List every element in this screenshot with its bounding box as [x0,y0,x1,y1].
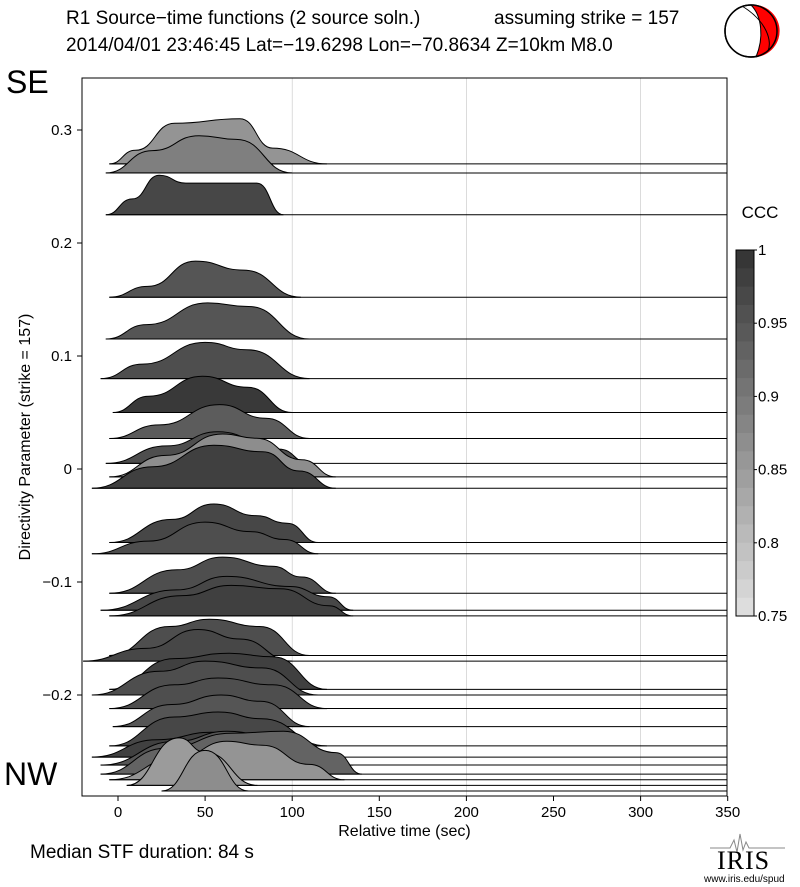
colorbar-swatch [736,487,754,507]
colorbar-swatch [736,341,754,361]
iris-url: www.iris.edu/spud [704,874,785,885]
y-tick-label: 0 [64,461,72,478]
colorbar: 1 0.95 0.9 0.85 0.8 0.75 [735,242,787,625]
x-tick-label: 300 [628,804,653,821]
stf-trace [105,302,310,340]
strike-label: assuming strike = 157 [494,8,680,29]
direction-label-nw: NW [4,756,58,792]
y-tick-label: −0.2 [42,687,72,704]
y-axis-label: Directivity Parameter (strike = 157) [17,314,34,561]
colorbar-tick-label: 0.85 [758,462,787,479]
x-tick-label: 350 [715,804,740,821]
x-axis: 0 50 100 150 200 250 300 350 [114,796,740,821]
stf-trace [109,404,310,439]
x-tick-label: 200 [454,804,479,821]
x-tick-label: 150 [367,804,392,821]
colorbar-tick-label: 0.9 [758,388,779,405]
beachball-icon [724,4,780,58]
colorbar-title: CCC [742,203,779,222]
colorbar-swatch [736,304,754,324]
y-tick-label: 0.2 [51,235,72,252]
x-tick-label: 250 [541,804,566,821]
colorbar-tick-label: 0.95 [758,315,787,332]
colorbar-swatch [736,597,754,617]
stf-trace [91,444,336,489]
stf-trace [109,584,354,617]
y-tick-label: −0.1 [42,574,72,591]
y-tick-label: 0.3 [51,122,72,139]
iris-logo-icon [710,833,785,853]
chart-grid [291,78,641,796]
stf-trace [105,135,293,174]
trace-layer [83,118,727,792]
colorbar-swatch [736,396,754,416]
colorbar-swatch [736,323,754,342]
colorbar-swatch [736,506,754,525]
stf-trace [91,521,319,555]
colorbar-frame [735,249,755,617]
stf-trace [100,341,310,380]
y-tick-label: 0.1 [51,348,72,365]
colorbar-swatch [736,250,754,269]
chart-title-line2: 2014/04/01 23:46:45 Lat=−19.6298 Lon=−70… [66,35,613,56]
x-tick-label: 0 [114,804,122,821]
x-axis-label: Relative time (sec) [338,823,470,840]
colorbar-tick-label: 1 [758,242,766,259]
colorbar-swatch [736,378,754,397]
plot-frame [81,77,728,797]
x-tick-label: 50 [197,804,214,821]
colorbar-swatch [736,579,754,599]
colorbar-swatch [736,524,754,544]
colorbar-swatch [736,268,754,288]
colorbar-swatch [736,542,754,562]
colorbar-swatch [736,359,754,379]
stf-trace [109,260,301,298]
stf-trace [112,375,293,413]
iris-logo-text: IRIS [717,846,771,875]
x-tick-label: 100 [280,804,305,821]
median-duration: Median STF duration: 84 s [30,842,254,863]
chart-title-line1: R1 Source−time functions (2 source soln.… [66,8,421,29]
direction-label-se: SE [6,64,49,100]
colorbar-swatch [736,451,754,471]
stf-trace [161,749,249,792]
stf-trace [109,556,336,594]
colorbar-swatch [736,414,754,434]
colorbar-tick-label: 0.8 [758,535,779,552]
colorbar-tick-label: 0.75 [758,608,787,625]
colorbar-swatch [736,433,754,452]
stf-trace [105,174,284,216]
y-axis: 0.3 0.2 0.1 0 −0.1 −0.2 [42,122,82,704]
colorbar-swatch [736,286,754,306]
stf-trace [109,677,328,710]
colorbar-swatch [736,561,754,580]
colorbar-swatch [736,469,754,489]
